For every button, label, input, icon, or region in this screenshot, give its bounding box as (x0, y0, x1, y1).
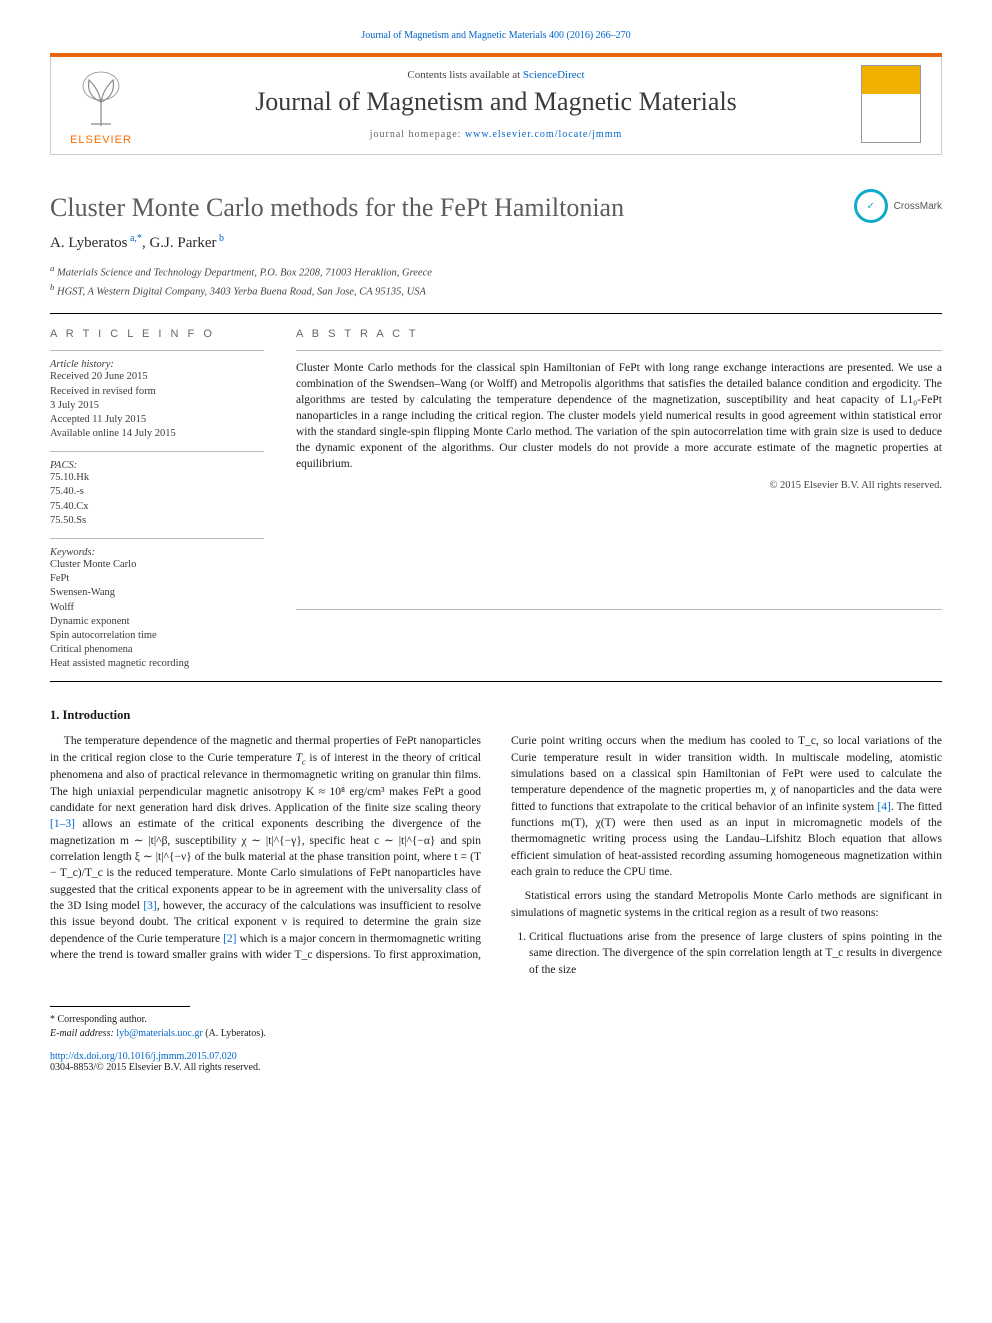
history-revised-2: 3 July 2015 (50, 399, 264, 413)
keywords-label: Keywords: (50, 547, 264, 558)
journal-cover-thumb (861, 65, 921, 143)
kw-5: Dynamic exponent (50, 615, 264, 629)
masthead: ELSEVIER Contents lists available at Sci… (50, 57, 942, 155)
contents-line: Contents lists available at ScienceDirec… (159, 69, 833, 81)
crossmark-icon: ✓ (854, 189, 888, 223)
pacs-4: 75.50.Ss (50, 514, 264, 528)
footnote-rule (50, 1006, 190, 1007)
author-email-link[interactable]: lyb@materials.uoc.gr (116, 1028, 202, 1039)
footnotes: * Corresponding author. E-mail address: … (50, 1013, 942, 1041)
kw-3: Swensen-Wang (50, 586, 264, 600)
running-header-link[interactable]: Journal of Magnetism and Magnetic Materi… (361, 30, 630, 41)
homepage-link[interactable]: www.elsevier.com/locate/jmmm (465, 129, 622, 140)
kw-2: FePt (50, 572, 264, 586)
history-revised-1: Received in revised form (50, 385, 264, 399)
pacs-3: 75.40.Cx (50, 500, 264, 514)
rule-top (50, 313, 942, 314)
article-title: Cluster Monte Carlo methods for the FePt… (50, 193, 942, 223)
abstract-copyright: © 2015 Elsevier B.V. All rights reserved… (296, 480, 942, 491)
pacs-2: 75.40.-s (50, 485, 264, 499)
sciencedirect-link[interactable]: ScienceDirect (523, 69, 585, 81)
affil-sup-b[interactable]: b (219, 233, 224, 244)
doi-link[interactable]: http://dx.doi.org/10.1016/j.jmmm.2015.07… (50, 1051, 237, 1062)
article-info-head: A R T I C L E I N F O (50, 328, 264, 340)
crossmark-badge[interactable]: ✓ CrossMark (854, 189, 942, 223)
author-1-affil: a,* (127, 233, 141, 244)
abstract-head: A B S T R A C T (296, 328, 942, 340)
homepage-pre: journal homepage: (370, 129, 465, 140)
abstract-text: Cluster Monte Carlo methods for the clas… (296, 361, 942, 472)
crossmark-label: CrossMark (894, 201, 942, 212)
affil-a: a Materials Science and Technology Depar… (50, 262, 942, 281)
kw-6: Spin autocorrelation time (50, 629, 264, 643)
homepage-line: journal homepage: www.elsevier.com/locat… (159, 129, 833, 140)
reason-list: Critical fluctuations arise from the pre… (529, 929, 942, 978)
kw-7: Critical phenomena (50, 643, 264, 657)
abstract-block: A B S T R A C T Cluster Monte Carlo meth… (296, 328, 942, 681)
body-text: The temperature dependence of the magnet… (50, 733, 942, 978)
history-label: Article history: (50, 359, 264, 370)
author-1: A. Lyberatos (50, 235, 127, 251)
kw-1: Cluster Monte Carlo (50, 558, 264, 572)
section-1-head: 1. Introduction (50, 708, 942, 723)
author-line: A. Lyberatos a,*, G.J. Parker b (50, 233, 942, 252)
ref-3[interactable]: [3] (143, 900, 156, 912)
ref-1-3[interactable]: [1–3] (50, 818, 75, 830)
corresponding-author: * Corresponding author. (50, 1013, 942, 1027)
publisher-name: ELSEVIER (70, 134, 132, 146)
pacs-label: PACS: (50, 460, 264, 471)
rule-mid (50, 681, 942, 682)
affil-b: b HGST, A Western Digital Company, 3403 … (50, 281, 942, 300)
issn-line: 0304-8853/© 2015 Elsevier B.V. All right… (50, 1062, 942, 1073)
kw-4: Wolff (50, 601, 264, 615)
author-2-affil: b (217, 233, 225, 244)
email-line: E-mail address: lyb@materials.uoc.gr (A.… (50, 1027, 942, 1041)
author-2: G.J. Parker (149, 235, 216, 251)
keywords-block: Keywords: Cluster Monte Carlo FePt Swens… (50, 547, 264, 671)
contents-pre: Contents lists available at (407, 69, 522, 81)
publisher-block: ELSEVIER (51, 57, 151, 154)
history-block: Article history: Received 20 June 2015 R… (50, 359, 264, 441)
reason-1: Critical fluctuations arise from the pre… (529, 929, 942, 978)
history-received: Received 20 June 2015 (50, 370, 264, 384)
para-3: Statistical errors using the standard Me… (511, 888, 942, 921)
affiliations: a Materials Science and Technology Depar… (50, 262, 942, 299)
affil-sup-a[interactable]: a,* (130, 233, 142, 244)
pacs-1: 75.10.Hk (50, 471, 264, 485)
ref-2[interactable]: [2] (223, 933, 236, 945)
running-header: Journal of Magnetism and Magnetic Materi… (50, 30, 942, 47)
pacs-block: PACS: 75.10.Hk 75.40.-s 75.40.Cx 75.50.S… (50, 460, 264, 528)
elsevier-tree-icon (69, 68, 133, 132)
history-accepted: Accepted 11 July 2015 (50, 413, 264, 427)
journal-title: Journal of Magnetism and Magnetic Materi… (159, 87, 833, 117)
article-info-sidebar: A R T I C L E I N F O Article history: R… (50, 328, 264, 681)
ref-4[interactable]: [4] (877, 801, 890, 813)
kw-8: Heat assisted magnetic recording (50, 657, 264, 671)
doi-block: http://dx.doi.org/10.1016/j.jmmm.2015.07… (50, 1051, 942, 1073)
history-online: Available online 14 July 2015 (50, 427, 264, 441)
